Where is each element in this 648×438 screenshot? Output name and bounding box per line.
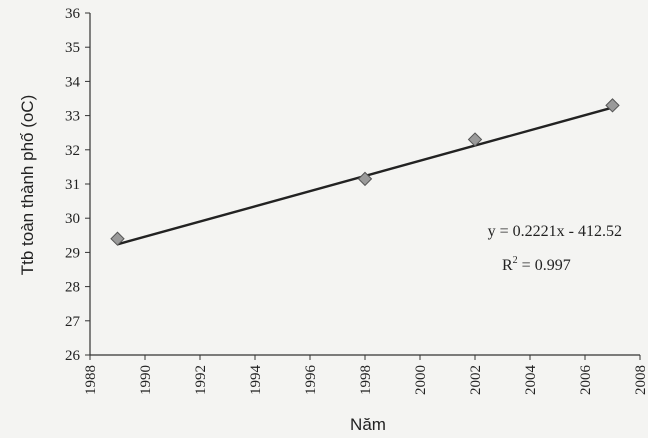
y-tick-label: 33 [65,109,80,125]
x-tick-label: 2002 [468,365,484,395]
x-axis-title: Năm [350,415,386,434]
y-tick-label: 35 [65,40,80,56]
data-point-diamond [110,231,125,246]
r-squared-label: R2 = 0.997 [502,255,571,274]
y-tick-label: 31 [65,177,80,193]
y-tick-label: 36 [65,6,81,22]
x-tick-label: 1996 [303,365,319,396]
data-point-diamond [605,98,620,113]
x-tick-label: 2004 [523,365,539,396]
y-tick-label: 26 [65,348,81,364]
x-tick-label: 1998 [358,365,374,395]
y-tick-label: 32 [65,143,80,159]
data-points [110,98,620,246]
y-tick-label: 27 [65,314,81,330]
r-squared-value: = 0.997 [518,257,571,274]
x-tick-label: 1992 [193,365,209,395]
x-tick-label: 1990 [138,365,154,395]
x-tick-label: 1994 [248,365,264,396]
y-axis-title: Ttb toàn thành phố (oC) [18,95,37,276]
x-axis-ticks: 1988 1990 1992 1994 1996 1998 2000 2002 2004 2006… [83,355,648,395]
y-tick-label: 34 [65,74,81,90]
data-point-diamond [467,132,483,147]
y-axis-ticks: 26 27 28 29 30 31 32 33 34 35 36 [65,6,90,364]
x-tick-label: 1988 [83,365,99,395]
x-tick-label: 2000 [413,365,429,395]
regression-equation: y = 0.2221x - 412.52 [488,223,622,240]
y-tick-label: 30 [65,211,80,227]
y-tick-label: 29 [65,245,80,261]
y-tick-label: 28 [65,280,80,296]
r-squared-exponent: 2 [513,255,518,266]
r-squared-prefix: R [502,257,513,274]
x-tick-label: 2006 [578,365,594,396]
data-point-diamond [357,171,373,187]
x-tick-label: 2008 [633,365,648,395]
